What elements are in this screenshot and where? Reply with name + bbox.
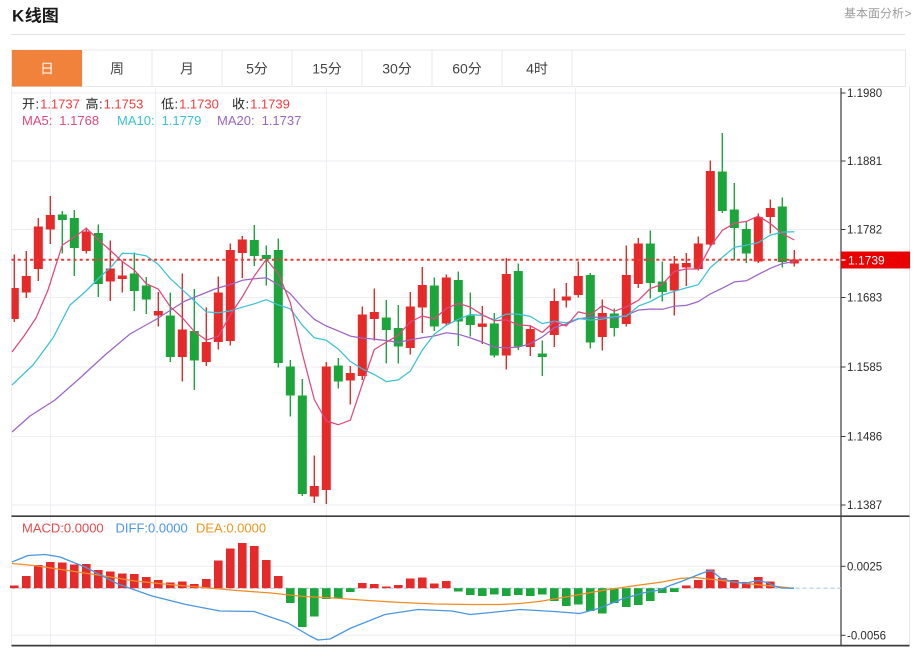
svg-text:1.1387: 1.1387 <box>847 500 882 512</box>
svg-text:1.1753: 1.1753 <box>104 97 144 112</box>
svg-text:1.1980: 1.1980 <box>847 88 882 100</box>
svg-text:5: 5 <box>246 61 254 77</box>
svg-text:1.1486: 1.1486 <box>847 432 882 444</box>
svg-text:1.1585: 1.1585 <box>847 362 882 374</box>
svg-text:MA20:: MA20: <box>217 113 255 128</box>
svg-text:1.1737: 1.1737 <box>262 113 302 128</box>
svg-text:1.1730: 1.1730 <box>179 97 219 112</box>
svg-text:30: 30 <box>382 61 398 77</box>
svg-text:K: K <box>12 7 25 26</box>
svg-text:MA5:: MA5: <box>22 113 52 128</box>
svg-text:1.1881: 1.1881 <box>847 156 882 168</box>
svg-text:60: 60 <box>452 61 468 77</box>
svg-text:-0.0056: -0.0056 <box>847 630 886 642</box>
svg-text:MACD:0.0000: MACD:0.0000 <box>22 521 104 536</box>
svg-text::: : <box>99 97 103 112</box>
svg-text:4: 4 <box>526 61 534 77</box>
svg-text:1.1739: 1.1739 <box>250 97 290 112</box>
svg-text::: : <box>175 97 179 112</box>
svg-text:1.1683: 1.1683 <box>847 293 882 305</box>
svg-text:1.1737: 1.1737 <box>40 97 80 112</box>
svg-text:DEA:0.0000: DEA:0.0000 <box>196 521 266 536</box>
svg-text:1.1768: 1.1768 <box>59 113 99 128</box>
svg-text:DIFF:0.0000: DIFF:0.0000 <box>116 521 188 536</box>
svg-text:1.1782: 1.1782 <box>847 225 882 237</box>
svg-text:MA10:: MA10: <box>117 113 155 128</box>
svg-text:1.1779: 1.1779 <box>162 113 202 128</box>
svg-text:1.1739: 1.1739 <box>848 253 885 267</box>
svg-text::: : <box>246 97 250 112</box>
svg-text:0.0025: 0.0025 <box>847 561 882 573</box>
svg-text:15: 15 <box>312 61 328 77</box>
svg-text::: : <box>36 97 40 112</box>
svg-text:>: > <box>905 7 912 21</box>
